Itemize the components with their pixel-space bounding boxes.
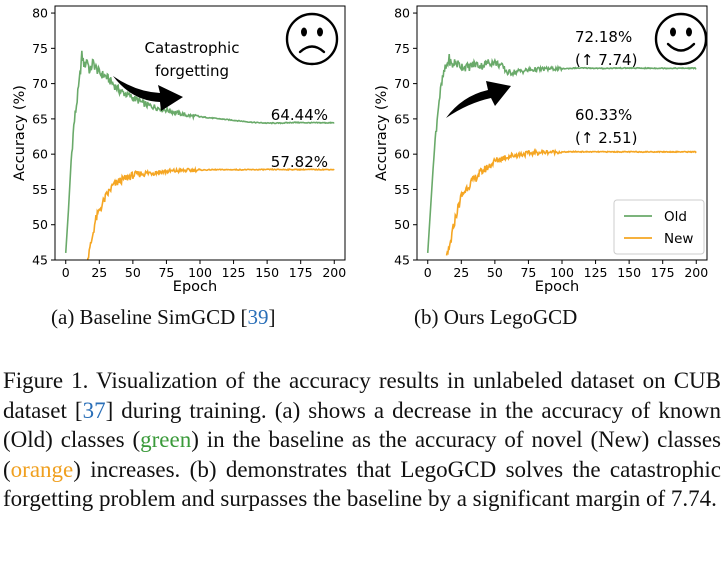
y-tick-label: 80 — [394, 6, 410, 21]
x-tick-label: 125 — [584, 265, 608, 280]
x-tick-label: 150 — [617, 265, 641, 280]
x-tick-label: 50 — [487, 265, 503, 280]
y-tick-label: 70 — [32, 76, 48, 91]
x-tick-label: 25 — [453, 265, 469, 280]
x-tick-label: 175 — [651, 265, 675, 280]
y-tick-label: 55 — [394, 182, 410, 197]
chart-ours-legogcd: 45 50 55 60 65 70 75 80 0 25 50 75 100 125 150 175 200 Ep… — [374, 5, 708, 295]
y-tick-label: 75 — [32, 41, 48, 56]
green-word: green — [140, 427, 192, 453]
value-label-new: 57.82% — [271, 153, 328, 171]
series-line-old — [64, 50, 335, 253]
x-tick-label: 200 — [684, 265, 708, 280]
x-tick-label: 125 — [222, 265, 246, 280]
arrow-down-icon — [113, 76, 183, 111]
x-tick-label: 150 — [255, 265, 279, 280]
y-tick-label: 65 — [32, 111, 48, 126]
x-tick-label: 75 — [158, 265, 174, 280]
orange-word: orange — [10, 456, 74, 482]
x-axis-label: Epoch — [535, 279, 579, 295]
y-tick-label: 65 — [394, 111, 410, 126]
value-label-old: 64.44% — [271, 106, 328, 124]
sad-face-icon — [285, 12, 339, 66]
series-line-new — [445, 147, 697, 256]
legend: Old New — [613, 199, 705, 255]
y-tick-label: 75 — [394, 41, 410, 56]
citation-link[interactable]: 39 — [247, 305, 269, 329]
x-axis-label: Epoch — [173, 279, 217, 295]
gain-label-old: (↑ 7.74) — [575, 51, 637, 69]
figure-caption: Figure 1. Visualization of the accuracy … — [3, 368, 722, 512]
x-tick-label: 100 — [188, 265, 212, 280]
subcaption-a: (a) Baseline SimGCD [39] — [51, 305, 276, 329]
citation-link[interactable]: 37 — [82, 397, 106, 423]
x-tick-label: 0 — [424, 265, 432, 280]
y-axis-label: Accuracy (%) — [12, 85, 28, 181]
subcaption-b: (b) Ours LegoGCD — [414, 305, 578, 329]
value-label-old: 72.18% — [575, 28, 632, 46]
chart-baseline-simgcd: 45 50 55 60 65 70 75 80 0 25 50 75 100 125 150 175 200 Ep… — [12, 5, 346, 295]
legend-label-old: Old — [664, 209, 687, 225]
arrow-up-icon — [446, 81, 511, 118]
y-tick-label: 80 — [32, 6, 48, 21]
x-tick-label: 175 — [289, 265, 313, 280]
y-tick-label: 50 — [32, 217, 48, 232]
annotation-catastrophic: Catastrophic — [145, 39, 240, 57]
series-line-old — [426, 53, 697, 253]
gain-label-new: (↑ 2.51) — [575, 129, 637, 147]
x-tick-label: 25 — [91, 265, 107, 280]
x-tick-label: 50 — [125, 265, 141, 280]
x-tick-label: 0 — [62, 265, 70, 280]
y-tick-label: 45 — [32, 253, 48, 268]
y-tick-label: 70 — [394, 76, 410, 91]
legend-label-new: New — [664, 231, 693, 247]
y-axis-label: Accuracy (%) — [374, 85, 390, 181]
annotation-forgetting: forgetting — [155, 62, 229, 80]
y-tick-label: 60 — [32, 147, 48, 162]
y-tick-label: 60 — [394, 147, 410, 162]
x-tick-label: 100 — [550, 265, 574, 280]
x-tick-label: 200 — [322, 265, 346, 280]
value-label-new: 60.33% — [575, 106, 632, 124]
y-tick-label: 55 — [32, 182, 48, 197]
happy-face-icon — [654, 12, 708, 66]
y-tick-label: 45 — [394, 253, 410, 268]
y-tick-label: 50 — [394, 217, 410, 232]
series-line-new — [86, 165, 335, 260]
x-tick-label: 75 — [520, 265, 536, 280]
